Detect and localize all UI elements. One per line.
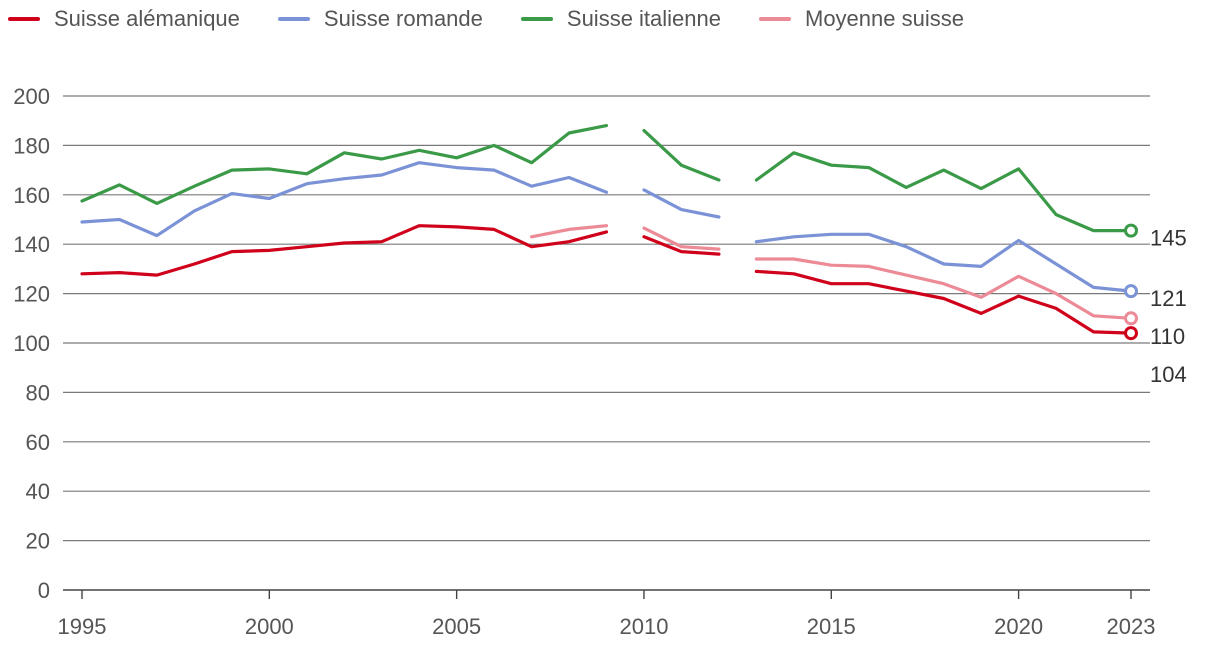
y-tick-label: 180 xyxy=(13,133,50,158)
legend-swatch-italienne xyxy=(520,17,553,21)
y-tick-label: 60 xyxy=(26,430,50,455)
axis-layer: 0 20 40 60 80 100 120 140 160 180 200 1995 2000 2005 2… xyxy=(13,84,1155,639)
x-tick-label: 2015 xyxy=(807,614,856,639)
end-point-marker xyxy=(1124,223,1138,238)
legend-item-italienne: Suisse italienne xyxy=(520,6,721,32)
grid-layer xyxy=(63,95,1150,591)
series-line-segment xyxy=(642,226,721,251)
series-0 xyxy=(80,224,1138,341)
legend-label-romande: Suisse romande xyxy=(323,6,483,31)
y-tick-label: 80 xyxy=(26,380,50,405)
legend-label-alemanique: Suisse alémanique xyxy=(54,6,240,31)
series-line-segment xyxy=(642,188,721,219)
legend-item-romande: Suisse romande xyxy=(277,6,483,32)
series-line-segment xyxy=(754,269,1133,335)
series-line-segment xyxy=(530,224,609,239)
series-line-segment xyxy=(80,224,609,277)
y-tick-label: 100 xyxy=(13,331,50,356)
series-3 xyxy=(530,224,1138,326)
end-value-label: 145 xyxy=(1150,226,1187,251)
series-line-segment xyxy=(754,232,1133,293)
legend-swatch-romande xyxy=(277,17,310,21)
series-2 xyxy=(80,124,1138,238)
series-1 xyxy=(80,161,1138,299)
y-tick-label: 160 xyxy=(13,183,50,208)
y-tick-label: 0 xyxy=(38,578,50,603)
end-label-layer: 145 121 110 104 xyxy=(1150,226,1187,388)
y-tick-label: 40 xyxy=(26,479,50,504)
x-tick-label: 2000 xyxy=(245,614,294,639)
legend-label-moyenne: Moyenne suisse xyxy=(805,6,964,31)
end-value-label: 110 xyxy=(1150,324,1185,349)
series-line-segment xyxy=(642,129,721,182)
series-layer xyxy=(80,124,1138,341)
y-tick-label: 20 xyxy=(26,529,50,554)
end-point-marker xyxy=(1124,284,1138,299)
legend-label-italienne: Suisse italienne xyxy=(566,6,721,31)
legend-item-moyenne: Moyenne suisse xyxy=(759,6,964,32)
legend-item-alemanique: Suisse alémanique xyxy=(8,6,240,32)
y-tick-label: 140 xyxy=(13,232,50,257)
x-tick-label: 2020 xyxy=(994,614,1043,639)
end-point-marker xyxy=(1124,311,1138,326)
y-tick-label: 200 xyxy=(13,84,50,109)
end-value-label: 104 xyxy=(1150,362,1187,387)
x-tick-label: 2005 xyxy=(432,614,481,639)
series-line-segment xyxy=(80,124,609,205)
end-value-label: 121 xyxy=(1150,286,1187,311)
series-line-segment xyxy=(80,161,609,238)
x-tick-label: 2010 xyxy=(619,614,668,639)
series-line-segment xyxy=(642,235,721,256)
y-tick-label: 120 xyxy=(13,282,50,307)
legend: Suisse alémanique Suisse romande Suisse … xyxy=(8,4,964,34)
x-tick-label: 1995 xyxy=(58,614,107,639)
end-point-marker xyxy=(1124,326,1138,341)
series-line-segment xyxy=(754,151,1133,233)
legend-swatch-alemanique xyxy=(8,17,40,21)
series-line-segment xyxy=(754,257,1133,320)
legend-swatch-moyenne xyxy=(759,17,791,21)
x-tick-label: 2023 xyxy=(1107,614,1156,639)
